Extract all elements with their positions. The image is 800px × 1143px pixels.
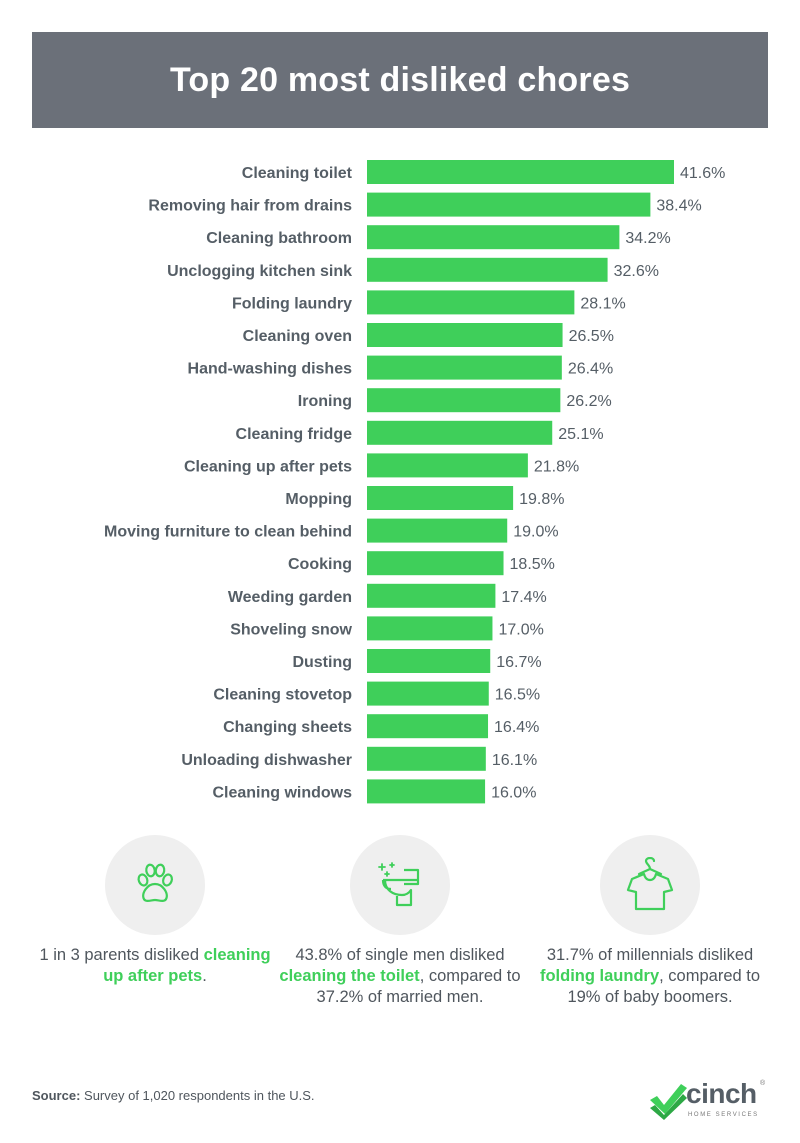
value-label: 28.1%: [580, 295, 625, 312]
bar: [367, 192, 651, 217]
bar: [367, 649, 491, 673]
category-label: Removing hair from drains: [148, 198, 352, 215]
tshirt-icon: [626, 857, 674, 911]
category-label: Cleaning toilet: [242, 165, 353, 182]
bar: [367, 746, 486, 771]
category-label: Cleaning fridge: [236, 426, 353, 443]
value-label: 38.4%: [656, 198, 701, 215]
stat-text-before: 1 in 3 parents disliked: [39, 946, 204, 964]
stat-text-before: 31.7% of millennials disliked: [546, 946, 754, 964]
bar: [367, 616, 493, 641]
category-label: Unclogging kitchen sink: [167, 263, 352, 280]
category-label: Cleaning windows: [212, 784, 352, 801]
stat-icon-circle: [600, 835, 700, 935]
value-label: 25.1%: [558, 426, 603, 443]
value-label: 19.8%: [519, 491, 564, 508]
stat-icon-circle: [105, 835, 205, 935]
value-label: 16.4%: [494, 719, 539, 736]
category-label: Shoveling snow: [230, 621, 352, 638]
category-label: Hand-washing dishes: [188, 361, 353, 378]
stat-highlight: folding laundry: [539, 967, 660, 985]
category-label: Unloading dishwasher: [181, 752, 352, 769]
category-label: Cleaning oven: [243, 328, 352, 345]
stat-text-before: 43.8% of single men disliked: [295, 946, 505, 964]
bar: [367, 290, 575, 315]
bar: [367, 583, 496, 608]
category-label: Cleaning bathroom: [206, 230, 352, 247]
value-label: 21.8%: [534, 458, 579, 475]
paw-icon: [137, 863, 173, 902]
logo-registered: ®: [760, 1080, 766, 1087]
value-label: 17.4%: [501, 589, 546, 606]
bar-chart: Cleaning toilet 41.6% Removing hair from d…: [104, 160, 725, 804]
stat-text: 31.7% of millennials disliked folding la…: [525, 945, 775, 1008]
cinch-logo: cinch ® HOME SERVICES: [648, 1076, 770, 1122]
bar: [367, 388, 561, 413]
bar: [367, 453, 528, 478]
value-label: 19.0%: [513, 524, 558, 541]
category-label: Cooking: [288, 556, 352, 573]
bar: [367, 160, 674, 184]
bar: [367, 355, 562, 380]
source-label: Source:: [32, 1088, 81, 1103]
value-label: 41.6%: [680, 165, 725, 182]
stat-text: 43.8% of single men disliked cleaning th…: [275, 945, 525, 1008]
toilet-icon: [378, 862, 420, 907]
stat-text-after: .: [202, 967, 207, 985]
value-label: 32.6%: [614, 263, 659, 280]
value-label: 26.2%: [566, 393, 611, 410]
stat-highlight: cleaning up after pets: [103, 946, 271, 985]
category-label: Weeding garden: [228, 589, 352, 606]
stat-icon-circle: [350, 835, 450, 935]
value-label: 17.0%: [498, 621, 543, 638]
stat-text-after: , compared to 37.2% of married men.: [316, 967, 521, 1006]
source-text: Survey of 1,020 respondents in the U.S.: [80, 1088, 315, 1103]
category-label: Moving furniture to clean behind: [104, 524, 352, 541]
stat-parents: 1 in 3 parents disliked cleaning up afte…: [30, 835, 280, 987]
stat-millennials: 31.7% of millennials disliked folding la…: [525, 835, 775, 1008]
bar: [367, 551, 504, 576]
value-label: 34.2%: [625, 230, 670, 247]
value-label: 16.0%: [491, 784, 536, 801]
category-label: Changing sheets: [223, 719, 352, 736]
title-banner: Top 20 most disliked chores: [32, 32, 768, 128]
stats-section: 1 in 3 parents disliked cleaning up afte…: [0, 835, 800, 1045]
value-label: 18.5%: [510, 556, 555, 573]
bar: [367, 420, 553, 445]
bar: [367, 779, 486, 804]
value-label: 26.5%: [569, 328, 614, 345]
bar: [367, 714, 489, 739]
category-label: Dusting: [292, 654, 352, 671]
value-label: 16.5%: [495, 687, 540, 704]
category-label: Cleaning up after pets: [184, 458, 352, 475]
chart-title: Top 20 most disliked chores: [169, 60, 631, 99]
value-label: 16.1%: [492, 752, 537, 769]
bar: [367, 225, 620, 250]
bar: [367, 518, 508, 543]
stat-single-men: 43.8% of single men disliked cleaning th…: [275, 835, 525, 1008]
value-label: 26.4%: [568, 361, 613, 378]
bar: [367, 257, 608, 282]
category-label: Mopping: [285, 491, 352, 508]
check-chevron-icon: [650, 1084, 687, 1120]
category-label: Cleaning stovetop: [213, 687, 352, 704]
bar: [367, 681, 489, 706]
category-label: Ironing: [298, 393, 352, 410]
bar: [367, 486, 514, 510]
stat-highlight: cleaning the toilet: [279, 967, 420, 985]
category-label: Folding laundry: [232, 295, 352, 312]
logo-wordmark: cinch: [686, 1078, 757, 1109]
stat-text-after: , compared to 19% of baby boomers.: [567, 967, 761, 1006]
stat-text: 1 in 3 parents disliked cleaning up afte…: [30, 945, 280, 987]
value-label: 16.7%: [496, 654, 541, 671]
source-note: Source: Survey of 1,020 respondents in t…: [32, 1088, 315, 1103]
logo-subtitle: HOME SERVICES: [688, 1112, 759, 1118]
bar: [367, 323, 563, 347]
